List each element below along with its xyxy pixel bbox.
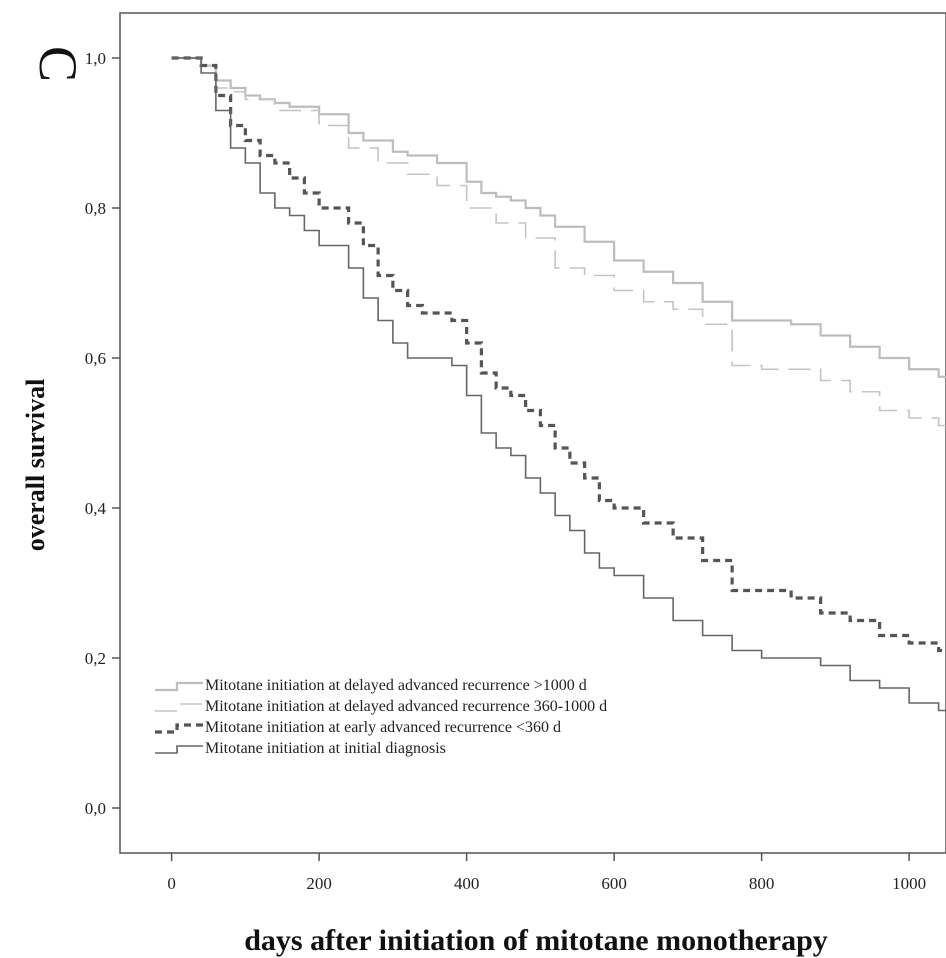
legend-swatch-3	[155, 745, 203, 754]
x-tick-label-3: 600	[601, 874, 627, 893]
y-axis-title: overall survival	[21, 379, 50, 552]
x-tick-label-1: 200	[306, 874, 332, 893]
legend-label-3: Mitotane initiation at initial diagnosis	[205, 740, 446, 757]
legend-label-1: Mitotane initiation at delayed advanced …	[205, 698, 607, 715]
series-line-0	[171, 56, 946, 378]
y-tick-label-2: 0,4	[85, 499, 107, 518]
x-tick-label-0: 0	[167, 874, 176, 893]
series-line-2	[171, 56, 946, 653]
y-tick-label-0: 0,0	[85, 799, 106, 818]
y-tick-label-5: 1,0	[85, 49, 106, 68]
x-tick-label-5: 1000	[892, 874, 926, 893]
plot-frame	[119, 12, 946, 854]
legend-swatch-2	[155, 723, 203, 734]
x-tick-label-2: 400	[454, 874, 480, 893]
series-layer	[171, 56, 946, 712]
legend-label-2: Mitotane initiation at early advanced re…	[205, 719, 561, 736]
panel-label: C	[28, 46, 88, 82]
series-line-3	[171, 57, 946, 712]
x-axis: 0 200 400 600 800 1000	[167, 853, 926, 893]
x-tick-label-4: 800	[749, 874, 775, 893]
legend-swatch-0	[155, 681, 203, 692]
y-axis: 0,0 0,2 0,4 0,6 0,8 1,0	[85, 49, 120, 818]
y-tick-label-1: 0,2	[85, 649, 106, 668]
legend-swatch-1	[155, 703, 203, 712]
legend-label-0: Mitotane initiation at delayed advanced …	[205, 677, 587, 694]
series-line-1	[171, 57, 946, 427]
y-tick-label-3: 0,6	[85, 349, 106, 368]
x-axis-title: days after initiation of mitotane monoth…	[244, 924, 828, 957]
y-tick-label-4: 0,8	[85, 199, 106, 218]
legend: Mitotane initiation at delayed advanced …	[155, 677, 607, 757]
